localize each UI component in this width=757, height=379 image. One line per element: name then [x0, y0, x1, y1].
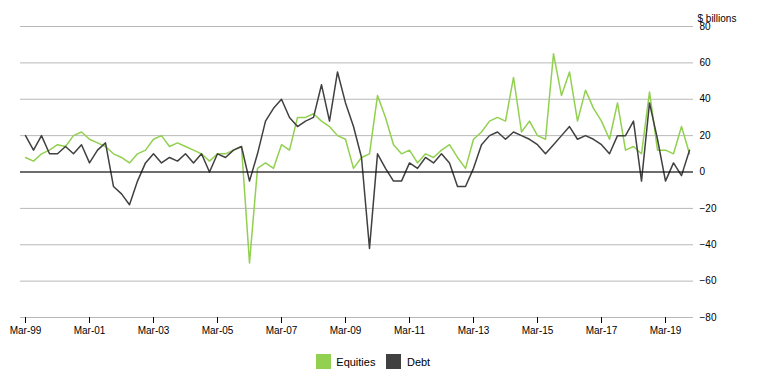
svg-text:60: 60 — [700, 57, 712, 68]
svg-text:Mar-99: Mar-99 — [10, 325, 42, 336]
svg-text:−80: −80 — [700, 312, 717, 323]
svg-text:Mar-01: Mar-01 — [74, 325, 106, 336]
svg-text:Mar-17: Mar-17 — [586, 325, 618, 336]
svg-text:Mar-19: Mar-19 — [650, 325, 682, 336]
svg-text:−40: −40 — [700, 239, 717, 250]
svg-text:80: 80 — [699, 20, 711, 32]
svg-text:Mar-11: Mar-11 — [394, 325, 425, 336]
html-text:Equities: Equities — [336, 355, 376, 368]
html-text:Debt: Debt — [406, 355, 431, 368]
svg-text:−20: −20 — [700, 203, 717, 214]
svg-text:20: 20 — [700, 130, 712, 141]
svg-text:40: 40 — [700, 93, 712, 104]
svg-text:−60: −60 — [700, 275, 717, 286]
svg-text:0: 0 — [700, 166, 706, 177]
svg-text:Mar-03: Mar-03 — [138, 325, 170, 336]
svg-text:Mar-05: Mar-05 — [202, 325, 234, 336]
svg-text:Mar-09: Mar-09 — [330, 325, 362, 336]
svg-text:Mar-07: Mar-07 — [266, 325, 298, 336]
svg-text:Mar-15: Mar-15 — [522, 325, 554, 336]
svg-text:Mar-13: Mar-13 — [458, 325, 490, 336]
svg-text:$ billions: $ billions — [698, 13, 737, 24]
